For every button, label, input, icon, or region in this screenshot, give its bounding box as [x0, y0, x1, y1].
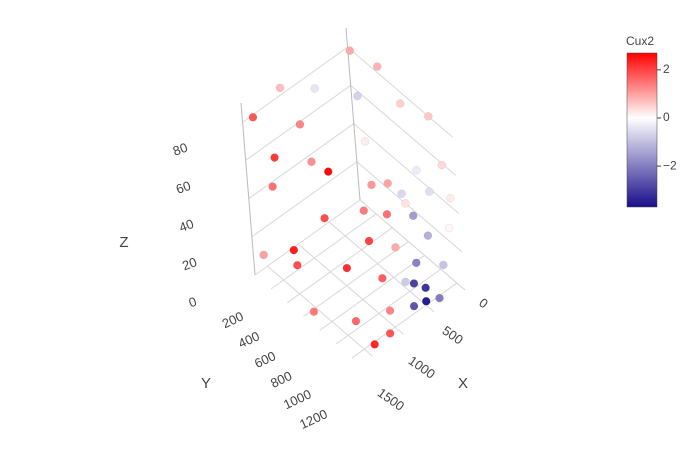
x-tick-label: 500 — [440, 323, 466, 348]
y-tick-label: 1000 — [281, 386, 314, 412]
point — [421, 283, 430, 293]
point — [342, 263, 352, 273]
point — [412, 258, 421, 268]
point — [391, 243, 400, 252]
point — [309, 307, 319, 316]
point — [385, 306, 395, 315]
y-tick-label: 200 — [220, 308, 246, 331]
z-tick-label: 60 — [174, 178, 193, 197]
y-tick-label: 800 — [268, 368, 294, 391]
point — [423, 231, 433, 240]
z-axis-title: Z — [119, 234, 128, 251]
point — [370, 340, 379, 349]
point — [425, 187, 434, 196]
y-tick-label: 600 — [252, 348, 278, 371]
colorbar-tick-label: 2 — [663, 62, 670, 76]
x-tick-label: 1500 — [375, 385, 407, 414]
z-tick-label: 0 — [187, 294, 199, 311]
y-tick-label: 1200 — [297, 406, 330, 432]
point — [408, 211, 418, 221]
grid-line — [242, 46, 453, 138]
grid-line — [287, 227, 393, 304]
point — [435, 293, 444, 303]
point — [395, 99, 405, 108]
point — [324, 167, 333, 176]
point — [248, 113, 258, 122]
axis-line — [240, 102, 256, 276]
point — [397, 189, 406, 198]
grid-line — [245, 84, 456, 176]
point — [421, 296, 431, 306]
point — [445, 193, 455, 203]
point — [295, 120, 305, 129]
point — [364, 236, 374, 246]
point — [270, 153, 279, 162]
point — [409, 279, 419, 288]
grid-line — [297, 243, 404, 335]
point — [268, 182, 277, 191]
colorbar-tick-label: −2 — [663, 158, 677, 172]
point — [385, 329, 395, 338]
point — [437, 160, 447, 170]
point — [320, 213, 329, 223]
grid-line — [328, 221, 435, 313]
y-axis-title: Y — [201, 375, 211, 392]
grid-line — [335, 268, 442, 345]
point — [383, 179, 392, 188]
x-axis-title: X — [458, 375, 468, 392]
point — [310, 84, 319, 93]
point — [378, 274, 387, 283]
point — [401, 277, 410, 287]
grid-line — [248, 122, 460, 214]
z-tick-label: 20 — [180, 254, 199, 273]
x-tick-label: 1000 — [406, 353, 438, 382]
point — [259, 250, 268, 260]
point — [382, 210, 392, 219]
grid-line — [319, 254, 425, 331]
point — [307, 157, 316, 166]
point — [293, 260, 302, 270]
point — [424, 112, 433, 121]
z-tick-label: 80 — [171, 140, 190, 159]
point — [409, 301, 419, 311]
point — [353, 91, 362, 101]
point — [275, 83, 285, 93]
point — [401, 199, 410, 208]
point — [351, 316, 361, 326]
x-tick-label: 0 — [476, 295, 491, 311]
point — [367, 180, 376, 190]
colorbar — [626, 52, 658, 208]
axis-line — [345, 27, 361, 201]
grid-line — [267, 265, 373, 357]
z-tick-label: 40 — [177, 216, 196, 235]
y-tick-label: 400 — [236, 328, 262, 351]
point — [439, 260, 448, 270]
colorbar-title: Cux2 — [626, 34, 654, 48]
point — [412, 166, 421, 175]
point — [359, 206, 369, 215]
colorbar-tick-label: 0 — [663, 110, 670, 124]
points — [248, 46, 455, 349]
point — [360, 137, 370, 146]
grid-line — [303, 241, 409, 317]
point — [345, 46, 355, 55]
point — [289, 245, 299, 255]
point — [444, 223, 454, 233]
point — [372, 62, 382, 71]
grid-line — [270, 213, 377, 290]
